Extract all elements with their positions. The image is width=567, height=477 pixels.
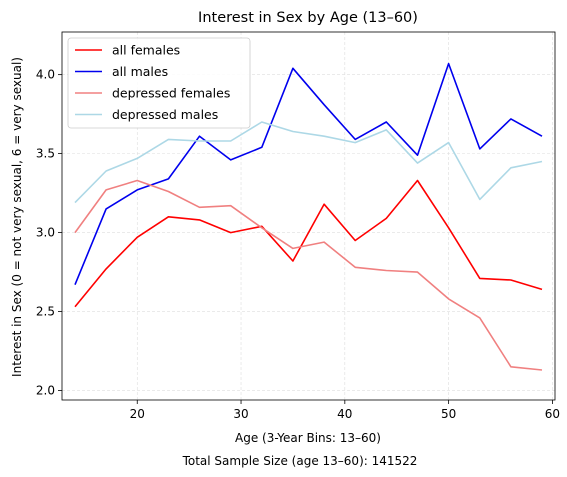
legend-label: all males bbox=[112, 64, 168, 79]
legend-box bbox=[67, 37, 251, 129]
x-tick-label: 30 bbox=[233, 407, 248, 421]
series-line-all-females bbox=[74, 179, 543, 308]
y-tick-label: 4.0 bbox=[36, 68, 55, 82]
series-line-depressed-females bbox=[74, 179, 543, 371]
y-tick-label: 3.5 bbox=[36, 147, 55, 161]
legend-label: depressed females bbox=[112, 86, 230, 101]
x-tick-label: 60 bbox=[545, 407, 560, 421]
x-tick-label: 20 bbox=[130, 407, 145, 421]
y-tick-label: 2.5 bbox=[36, 305, 55, 319]
sample-size-note: Total Sample Size (age 13–60): 141522 bbox=[182, 454, 418, 468]
x-tick-label: 40 bbox=[337, 407, 352, 421]
y-tick-label: 2.0 bbox=[36, 384, 55, 398]
ticks: 20 30 40 50 60 2.0 2.5 3.0 3.5 4.0 bbox=[36, 68, 560, 421]
x-tick-label: 50 bbox=[441, 407, 456, 421]
series-lines bbox=[74, 62, 543, 371]
y-tick-label: 3.0 bbox=[36, 226, 55, 240]
legend-label: depressed males bbox=[112, 107, 218, 122]
legend-label: all females bbox=[112, 43, 180, 58]
chart-title: Interest in Sex by Age (13–60) bbox=[198, 10, 418, 26]
y-axis-label: Interest in Sex (0 = not very sexual, 6 … bbox=[10, 57, 24, 377]
series-line-depressed-males bbox=[74, 121, 543, 204]
series-line-all-males bbox=[74, 62, 543, 286]
plot-frame bbox=[61, 31, 556, 401]
x-axis-label: Age (3-Year Bins: 13–60) bbox=[235, 431, 381, 445]
legend: all females all males depressed females dep… bbox=[67, 37, 251, 129]
